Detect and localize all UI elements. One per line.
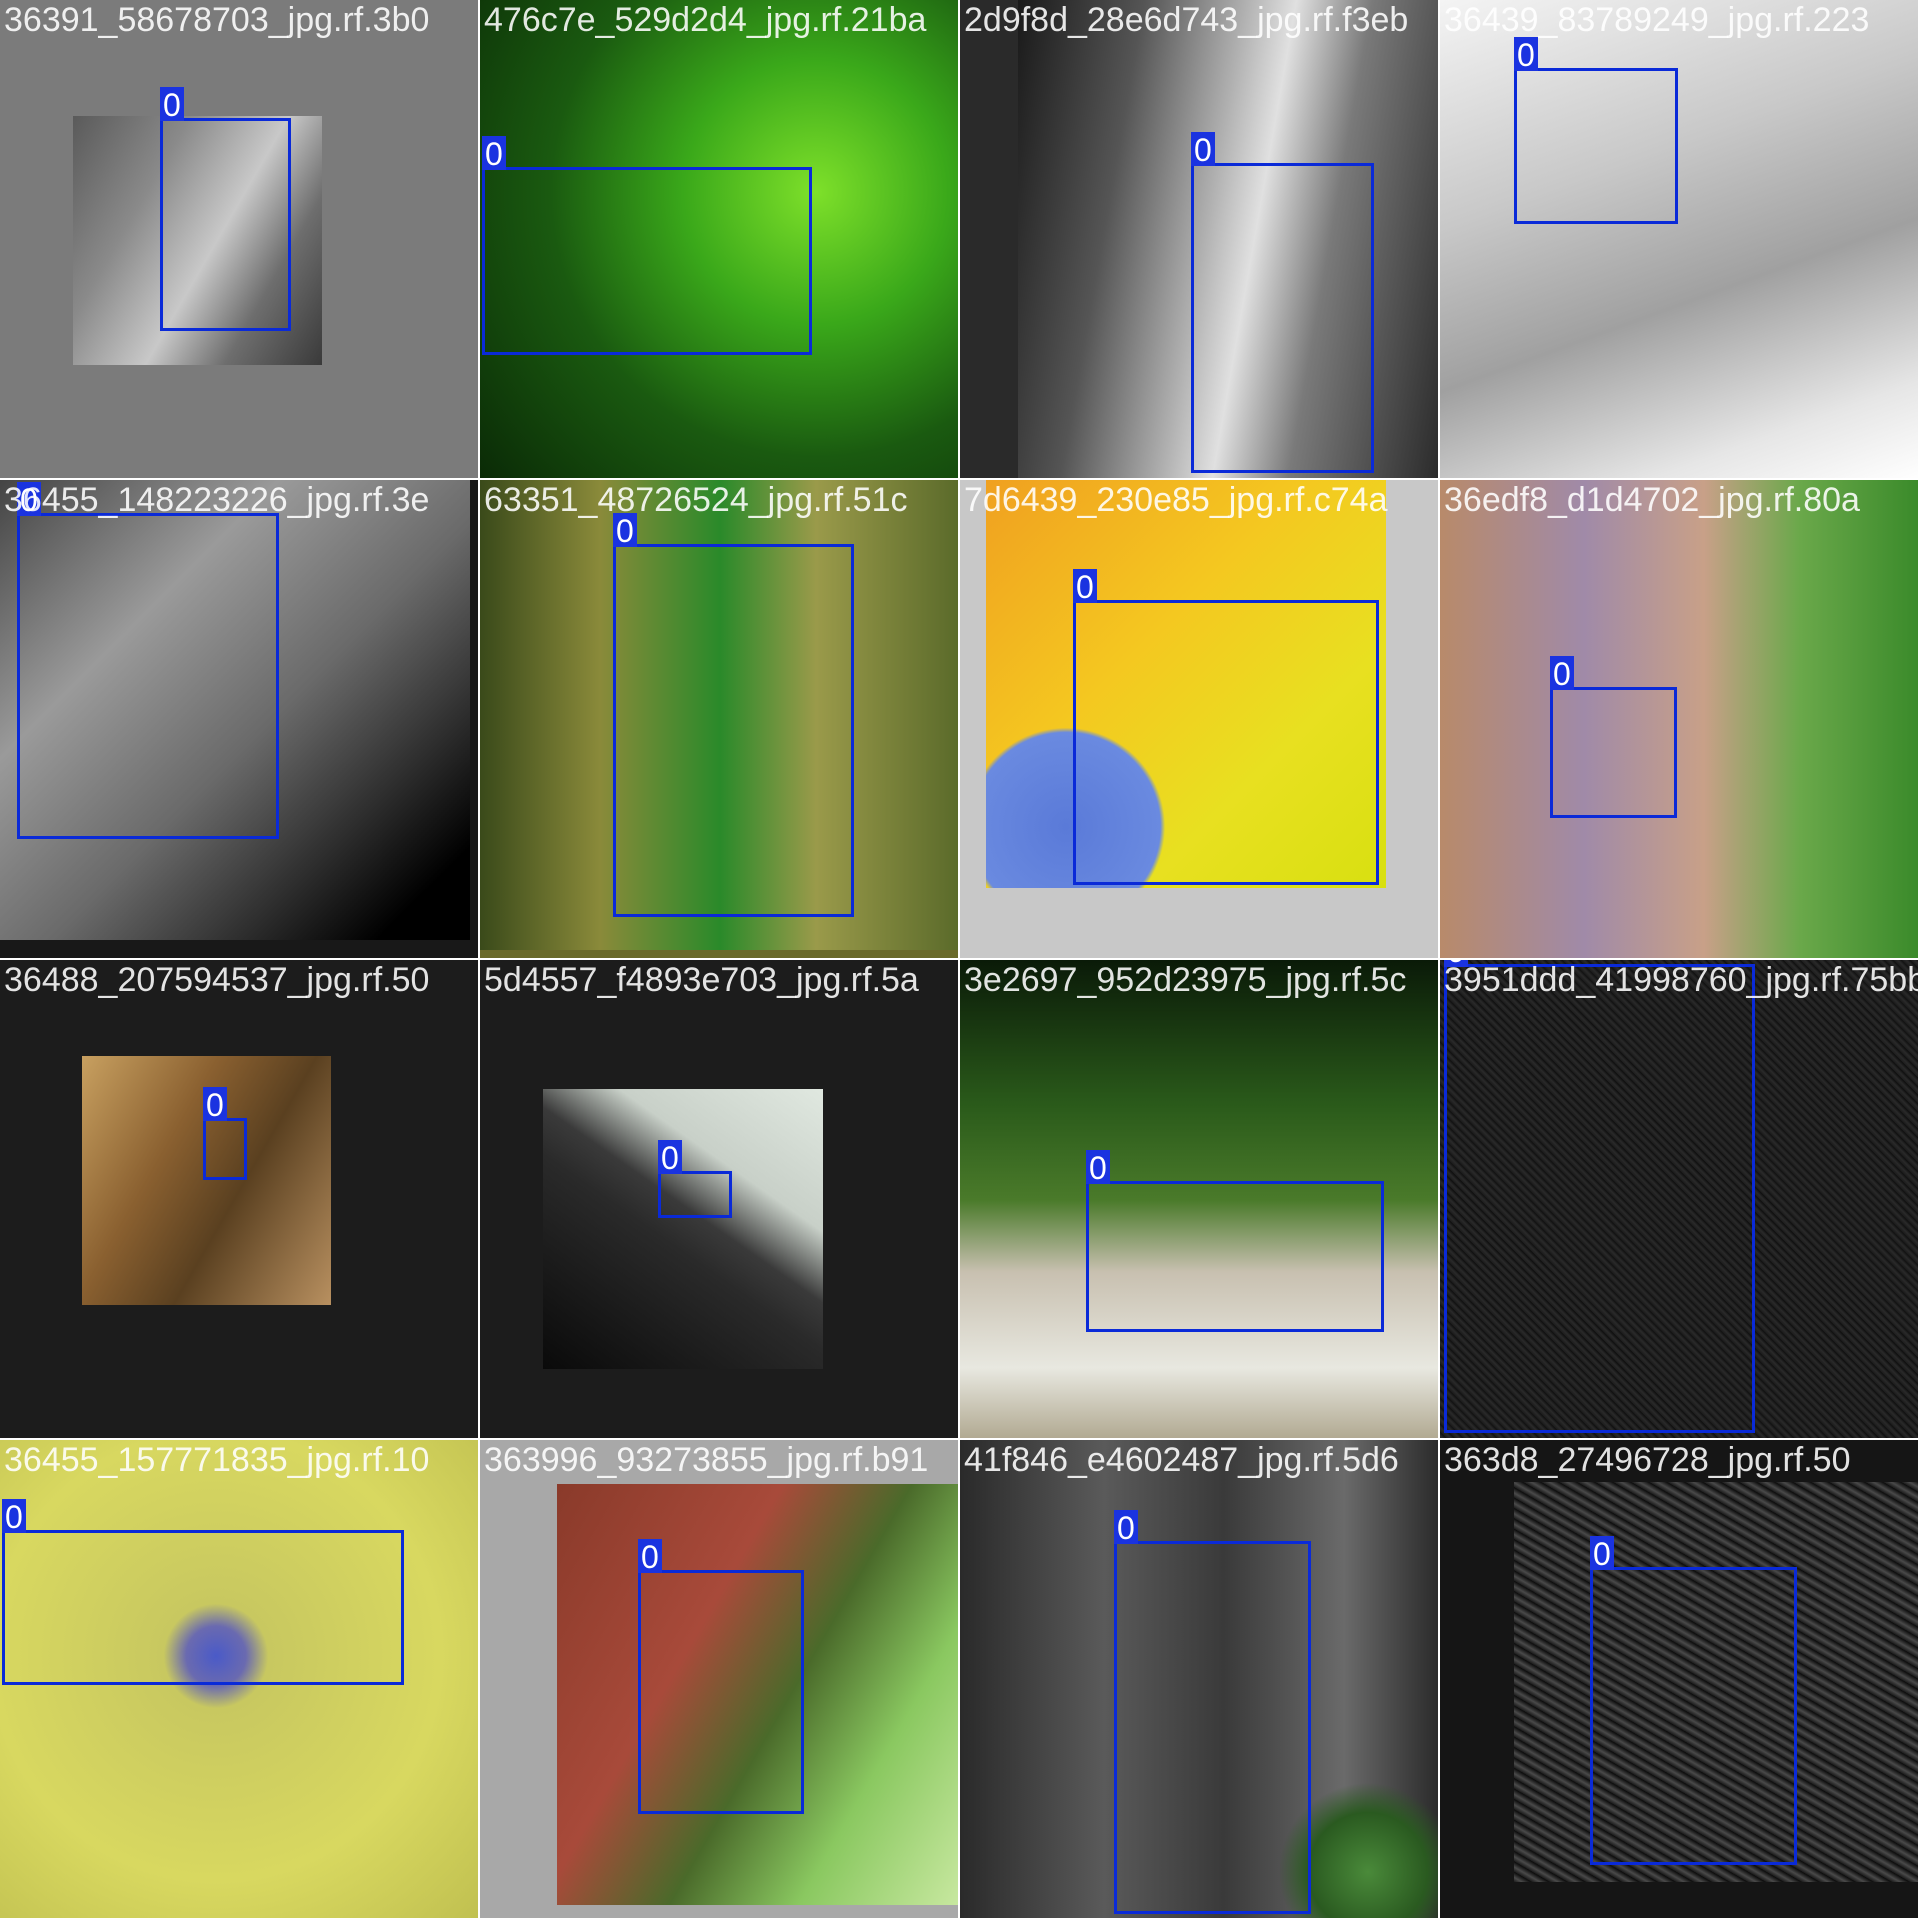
tile-15: 0 41f846_e4602487_jpg.rf.5d6	[960, 1440, 1440, 1920]
class-label: 0	[1514, 37, 1538, 73]
tile-filename: 5d4557_f4893e703_jpg.rf.5a	[484, 961, 919, 999]
tile-8: 0 36edf8_d1d4702_jpg.rf.80a	[1440, 480, 1920, 960]
lizard-photo	[73, 116, 322, 365]
lizard-photo	[960, 960, 1438, 1438]
tile-12: 0 3951ddd_41998760_jpg.rf.75bb	[1440, 960, 1920, 1440]
tile-10: 0 5d4557_f4893e703_jpg.rf.5a	[480, 960, 960, 1440]
lizard-photo	[557, 1484, 958, 1905]
class-label: 0	[1073, 569, 1097, 605]
lizard-photo	[0, 1440, 478, 1918]
class-label: 0	[17, 482, 41, 518]
tile-1: 0 36391_58678703_jpg.rf.3b0	[0, 0, 480, 480]
bounding-box: 0	[1550, 656, 1677, 818]
tile-14: 0 363996_93273855_jpg.rf.b91	[480, 1440, 960, 1920]
bounding-box: 0	[1191, 132, 1374, 473]
lizard-photo	[1514, 1482, 1918, 1882]
tile-16: 0 363d8_27496728_jpg.rf.50	[1440, 1440, 1920, 1920]
bounding-box: 0	[482, 136, 812, 355]
bounding-box: 0	[203, 1087, 247, 1180]
lizard-photo	[480, 480, 958, 950]
lizard-photo	[1018, 0, 1438, 478]
bounding-box: 0	[160, 87, 291, 331]
tile-filename: 363996_93273855_jpg.rf.b91	[484, 1441, 929, 1479]
bounding-box: 0	[613, 513, 854, 917]
tile-4: 0 36439_83789249_jpg.rf.223	[1440, 0, 1920, 480]
class-label: 0	[203, 1087, 227, 1123]
bounding-box: 0	[17, 482, 279, 839]
bounding-box: 0	[1514, 37, 1678, 224]
class-label: 0	[482, 136, 506, 172]
tile-13: 0 36455_157771835_jpg.rf.10	[0, 1440, 480, 1920]
bounding-box: 0	[1114, 1510, 1311, 1914]
tile-filename: 36391_58678703_jpg.rf.3b0	[4, 1, 430, 39]
class-label: 0	[160, 87, 184, 123]
tile-filename: 363d8_27496728_jpg.rf.50	[1444, 1441, 1851, 1479]
bounding-box: 0	[1073, 569, 1379, 885]
bounding-box: 0	[2, 1499, 404, 1685]
tile-11: 0 3e2697_952d23975_jpg.rf.5c	[960, 960, 1440, 1440]
tile-2: 0 476c7e_529d2d4_jpg.rf.21ba	[480, 0, 960, 480]
bounding-box: 0	[658, 1140, 732, 1218]
lizard-photo	[0, 480, 470, 940]
class-label: 0	[658, 1140, 682, 1176]
class-label: 0	[2, 1499, 26, 1535]
lizard-photo	[1440, 960, 1918, 1438]
class-label: 0	[1590, 1536, 1614, 1572]
lizard-photo	[960, 1440, 1438, 1918]
bounding-box: 0	[1590, 1536, 1797, 1865]
lizard-photo	[1440, 0, 1918, 478]
class-label: 0	[1444, 960, 1468, 969]
tile-filename: 36488_207594537_jpg.rf.50	[4, 961, 430, 999]
lizard-photo	[1440, 480, 1918, 958]
class-label: 0	[1086, 1150, 1110, 1186]
class-label: 0	[638, 1539, 662, 1575]
lizard-photo	[480, 0, 958, 478]
tile-9: 0 36488_207594537_jpg.rf.50	[0, 960, 480, 1440]
tile-3: 0 2d9f8d_28e6d743_jpg.rf.f3eb	[960, 0, 1440, 480]
bounding-box: 0	[638, 1539, 804, 1814]
class-label: 0	[1114, 1510, 1138, 1546]
class-label: 0	[613, 513, 637, 549]
class-label: 0	[1191, 132, 1215, 168]
bounding-box: 0	[1444, 960, 1755, 1433]
lizard-photo	[543, 1089, 823, 1369]
class-label: 0	[1550, 656, 1574, 692]
tile-7: 0 7d6439_230e85_jpg.rf.c74a	[960, 480, 1440, 960]
tile-6: 0 63351_48726524_jpg.rf.51c	[480, 480, 960, 960]
tile-5: 0 36455_148223226_jpg.rf.3e	[0, 480, 480, 960]
lizard-photo	[986, 480, 1386, 888]
bounding-box: 0	[1086, 1150, 1384, 1332]
